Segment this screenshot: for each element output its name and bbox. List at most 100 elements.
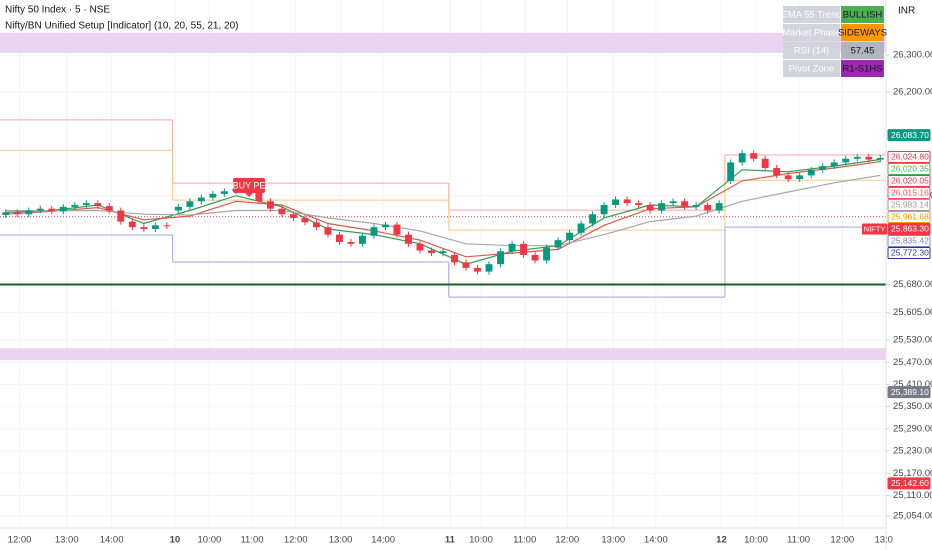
candle-body xyxy=(508,243,516,252)
y-tick-label: 25,170.00 xyxy=(893,468,932,479)
y-tick-label: 25,410.00 xyxy=(893,379,932,390)
candle-body xyxy=(612,199,620,205)
x-tick-label: 12:00 xyxy=(555,535,579,546)
price-label-text: 26,083.70 xyxy=(891,130,929,140)
candle-body xyxy=(796,175,804,180)
price-label: 25,961.68 xyxy=(887,210,931,223)
price-label-box xyxy=(887,386,931,399)
candle-body xyxy=(71,204,79,207)
candle-body xyxy=(853,156,861,159)
x-tick-label: 12:00 xyxy=(8,535,32,546)
candle-body xyxy=(301,217,309,223)
price-label: 25,389.10 xyxy=(887,386,931,399)
x-tick-label: 13:00 xyxy=(601,535,625,546)
price-label-text: 25,772.30 xyxy=(891,248,929,258)
x-tick-label: 14:00 xyxy=(644,535,668,546)
table-value: 57.45 xyxy=(851,46,875,57)
price-label: 26,083.70 xyxy=(887,129,931,142)
candle-body xyxy=(25,210,33,215)
price-label: 26,024.80 xyxy=(887,150,931,163)
candle-body xyxy=(669,201,677,204)
y-tick-label: 25,290.00 xyxy=(893,423,932,434)
table-label-cell xyxy=(783,42,840,59)
x-tick-label: 10 xyxy=(170,535,181,546)
price-label-text: 25,389.10 xyxy=(891,387,929,397)
x-tick-label: 11:00 xyxy=(240,535,263,546)
y-tick-label: 25,110.00 xyxy=(893,490,932,501)
price-label-text: 25,142.60 xyxy=(891,478,929,488)
x-tick-label: 10:00 xyxy=(198,535,222,546)
candle-body xyxy=(784,175,792,180)
candle-body xyxy=(220,191,228,194)
candle-body xyxy=(807,169,815,176)
y-tick-label: 25,230.00 xyxy=(893,446,932,457)
candle-body xyxy=(577,223,585,233)
y-tick-label: 25,350.00 xyxy=(893,401,932,412)
candle-body xyxy=(13,212,21,215)
x-tick-label: 11 xyxy=(445,535,456,546)
candle-body xyxy=(197,197,205,202)
candle-body xyxy=(140,227,148,230)
candle-body xyxy=(750,153,758,159)
candle-body xyxy=(876,157,884,160)
y-tick-label: 25,530.00 xyxy=(893,335,932,346)
candle-body xyxy=(485,264,493,272)
price-label-box xyxy=(887,174,931,187)
candle-body xyxy=(128,221,136,228)
candle-body xyxy=(646,204,654,211)
y-tick-label: 25,605.00 xyxy=(893,307,932,318)
candle-body xyxy=(312,222,320,228)
table-value: SIDEWAYS xyxy=(838,28,887,39)
symbol-tag: NIFTY xyxy=(864,224,886,233)
symbol-tag-box xyxy=(862,223,887,235)
candle-body xyxy=(681,201,689,207)
zone xyxy=(0,32,886,53)
price-label-box xyxy=(887,222,931,235)
candle-body xyxy=(589,214,597,224)
candle-body xyxy=(715,203,723,211)
candle-body xyxy=(48,208,56,212)
price-label-box xyxy=(887,246,931,259)
candle-body xyxy=(474,267,481,272)
candle-body xyxy=(405,234,412,244)
price-label-text: 25,835.42 xyxy=(891,236,929,246)
price-label: 26,020.35 xyxy=(887,162,931,175)
candle-body xyxy=(462,262,470,268)
table-value-cell xyxy=(841,6,884,23)
candle-body xyxy=(94,203,102,207)
candle-body xyxy=(393,224,401,235)
x-tick-label: 10:00 xyxy=(469,535,493,546)
candle-body xyxy=(543,247,551,261)
x-tick-label: 14:00 xyxy=(371,535,395,546)
candle-body xyxy=(151,225,159,230)
y-tick-label: 25,054.00 xyxy=(893,511,932,522)
price-label-text: 26,020.35 xyxy=(891,164,929,174)
candle-body xyxy=(865,156,873,160)
candle-body xyxy=(439,251,447,254)
x-tick-label: 13:0 xyxy=(874,535,893,546)
chart-title: Nifty 50 Index · 5 · NSE xyxy=(5,5,110,16)
candle-body xyxy=(289,214,297,218)
table-label: EMA 55 Trend xyxy=(781,10,841,21)
signal-label: BUY PE xyxy=(233,180,266,190)
candle-body xyxy=(255,192,263,202)
candle-body xyxy=(623,199,631,204)
candle-body xyxy=(324,227,332,235)
candle-body xyxy=(82,203,90,205)
candle-body xyxy=(727,162,735,181)
candle-body xyxy=(347,241,355,244)
candle-body xyxy=(335,234,343,242)
signal-box xyxy=(233,178,265,193)
zone xyxy=(0,348,886,361)
candle-body xyxy=(209,193,217,198)
price-label-text: 26,024.80 xyxy=(891,152,929,162)
currency: INR xyxy=(898,6,915,17)
candle-body xyxy=(370,227,378,236)
candle-body xyxy=(738,153,746,163)
table-label: Pivot Zone xyxy=(789,64,834,75)
x-tick-label: 11:00 xyxy=(513,535,536,546)
price-label: 25,142.60 xyxy=(887,477,931,490)
candle-body xyxy=(451,254,458,263)
